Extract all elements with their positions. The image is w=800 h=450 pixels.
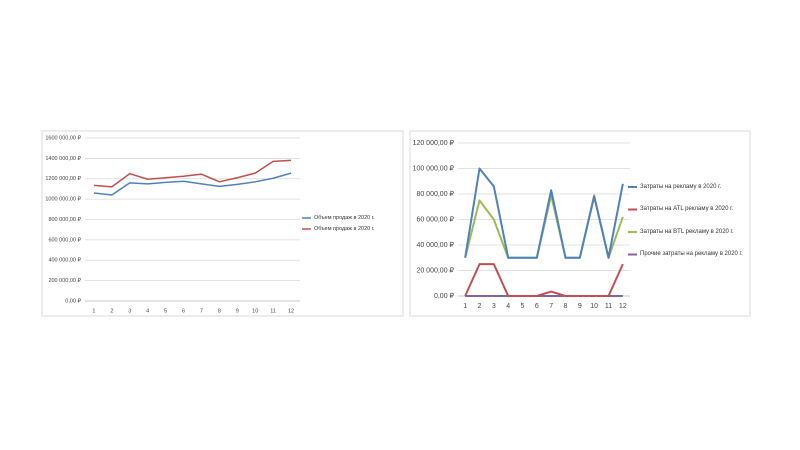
y-tick-label: 1000 000,00 ₽ [45, 196, 81, 203]
y-tick-label: 600 000,00 ₽ [48, 236, 81, 243]
series-line [93, 172, 292, 196]
y-tick-label: 40 000,00 ₽ [416, 241, 454, 249]
x-tick-label: 12 [288, 308, 294, 314]
legend-label: Затраты на BTL рекламу в 2020 г. [640, 228, 734, 235]
x-tick-label: 3 [492, 303, 496, 310]
x-tick-label: 12 [619, 303, 627, 310]
x-tick-label: 11 [270, 308, 276, 314]
y-tick-label: 400 000,00 ₽ [48, 257, 81, 264]
y-tick-label: 1200 000,00 ₽ [45, 175, 81, 182]
x-tick-label: 1 [92, 308, 95, 314]
series-line [464, 263, 624, 297]
y-tick-label: 800 000,00 ₽ [48, 216, 81, 223]
x-tick-label: 5 [164, 308, 167, 314]
y-tick-label: 20 000,00 ₽ [416, 266, 454, 274]
y-tick-label: 0,00 ₽ [434, 292, 455, 300]
y-tick-label: 120 000,00 ₽ [413, 139, 455, 147]
x-tick-label: 6 [182, 308, 185, 314]
y-tick-label: 0,00 ₽ [65, 297, 81, 304]
x-tick-label: 8 [564, 303, 568, 310]
y-tick-label: 200 000,00 ₽ [48, 277, 81, 284]
x-tick-label: 10 [590, 303, 598, 310]
y-tick-label: 60 000,00 ₽ [416, 215, 454, 223]
x-tick-label: 7 [549, 303, 553, 310]
x-tick-label: 3 [128, 308, 131, 314]
x-tick-label: 9 [236, 308, 239, 314]
x-tick-label: 2 [110, 308, 113, 314]
x-tick-label: 11 [605, 303, 612, 310]
x-tick-label: 9 [578, 303, 582, 310]
x-tick-label: 4 [506, 303, 510, 310]
x-tick-label: 10 [252, 308, 258, 314]
legend-label: Прочие затраты на рекламу в 2020 г. [640, 251, 743, 257]
chart-frame [409, 130, 751, 317]
y-tick-label: 80 000,00 ₽ [416, 190, 454, 198]
legend-label: Объем продаж в 2020 г. [314, 214, 375, 221]
legend-label: Объем продаж в 2020 г. [314, 225, 375, 232]
chart-frame [41, 130, 404, 317]
y-tick-label: 100 000,00 ₽ [413, 164, 455, 172]
x-tick-label: 4 [146, 308, 149, 314]
x-tick-label: 2 [478, 303, 482, 310]
series-line [93, 159, 292, 188]
y-tick-label: 1400 000,00 ₽ [45, 155, 81, 162]
x-tick-label: 7 [200, 308, 203, 314]
y-tick-label: 1600 000,00 ₽ [45, 134, 81, 141]
x-tick-label: 8 [218, 308, 221, 314]
x-tick-label: 5 [521, 303, 525, 310]
x-tick-label: 1 [463, 303, 467, 310]
series-line [464, 167, 624, 259]
legend-label: Затраты на ATL рекламу в 2020 г. [640, 206, 734, 212]
x-tick-label: 6 [535, 303, 539, 310]
legend-label: Затраты на рекламу в 2020 г. [640, 183, 722, 190]
